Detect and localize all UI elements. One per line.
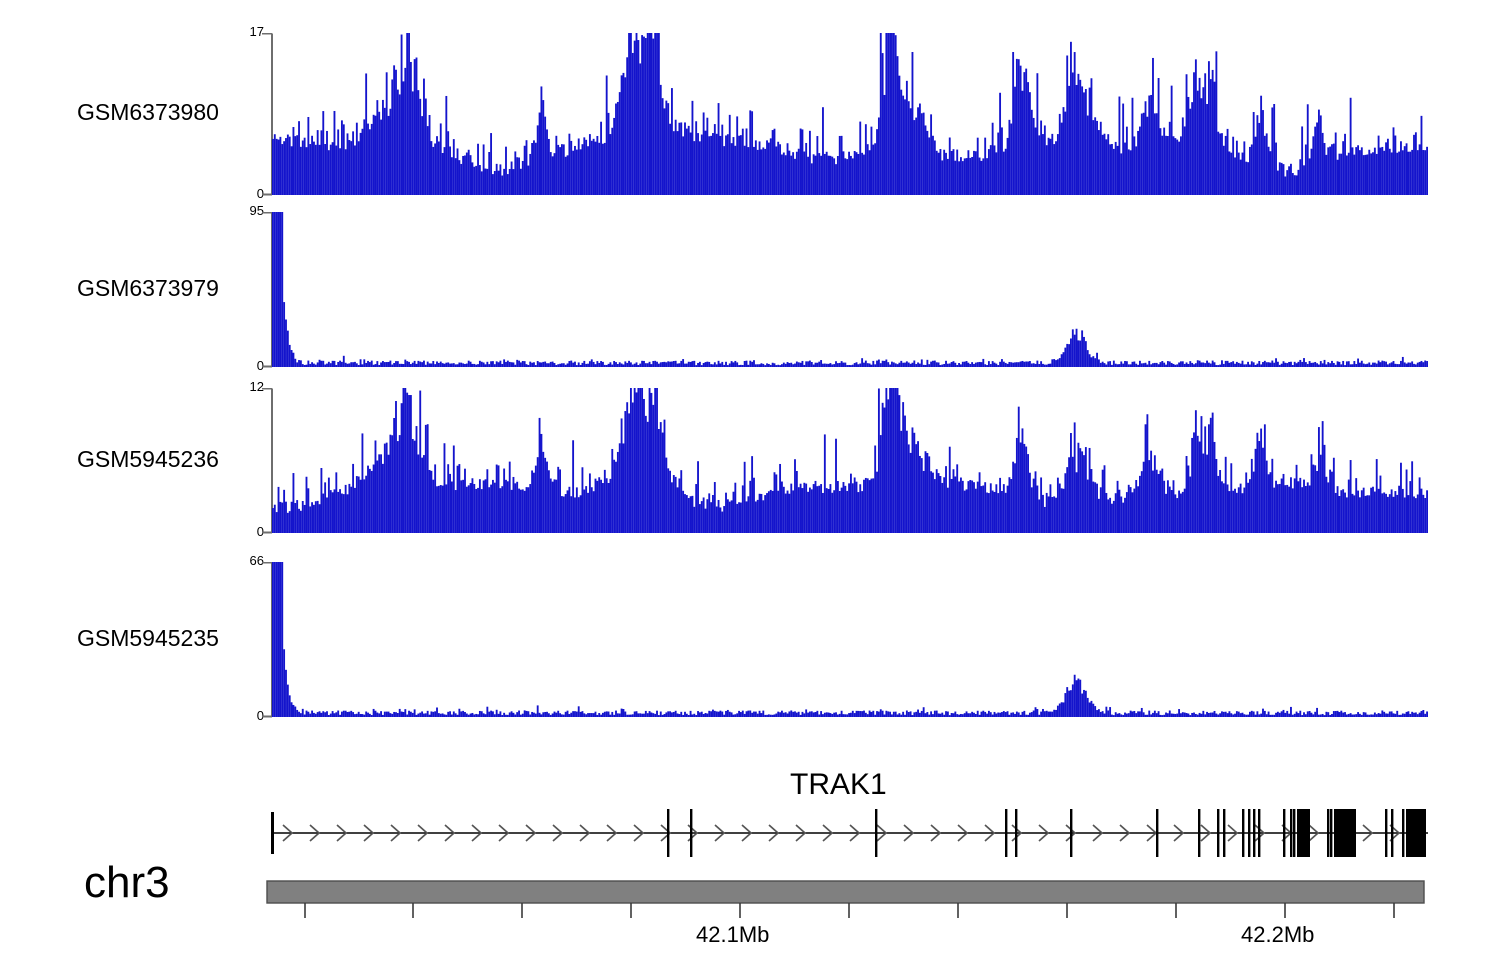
ruler-tick-label: 42.2Mb xyxy=(1241,922,1315,947)
axis-max-track-4: 66 xyxy=(249,553,264,568)
signal-plot-track-1[interactable] xyxy=(260,33,1436,197)
gene-model-track[interactable] xyxy=(266,805,1436,863)
track-label-track-4: GSM5945235 xyxy=(77,624,219,651)
axis-min-track-1: 0 xyxy=(256,186,264,201)
signal-plot-track-2[interactable] xyxy=(260,212,1436,369)
axis-max-track-3: 12 xyxy=(249,379,264,394)
axis-max-track-1: 17 xyxy=(249,24,264,39)
track-label-track-3: GSM5945236 xyxy=(77,445,219,472)
genome-ruler[interactable] xyxy=(0,880,1500,940)
signal-plot-track-3[interactable] xyxy=(260,388,1436,535)
gene-name-label[interactable]: TRAK1 xyxy=(790,768,887,801)
chromosome-label: chr3 xyxy=(84,858,170,907)
axis-min-track-4: 0 xyxy=(256,708,264,723)
axis-min-track-2: 0 xyxy=(256,358,264,373)
track-label-track-2: GSM6373979 xyxy=(77,274,219,301)
ruler-tick-label: 42.1Mb xyxy=(696,922,770,947)
axis-min-track-3: 0 xyxy=(256,524,264,539)
track-label-track-1: GSM6373980 xyxy=(77,99,219,125)
axis-max-track-2: 95 xyxy=(249,203,264,218)
signal-plot-track-4[interactable] xyxy=(260,562,1436,719)
